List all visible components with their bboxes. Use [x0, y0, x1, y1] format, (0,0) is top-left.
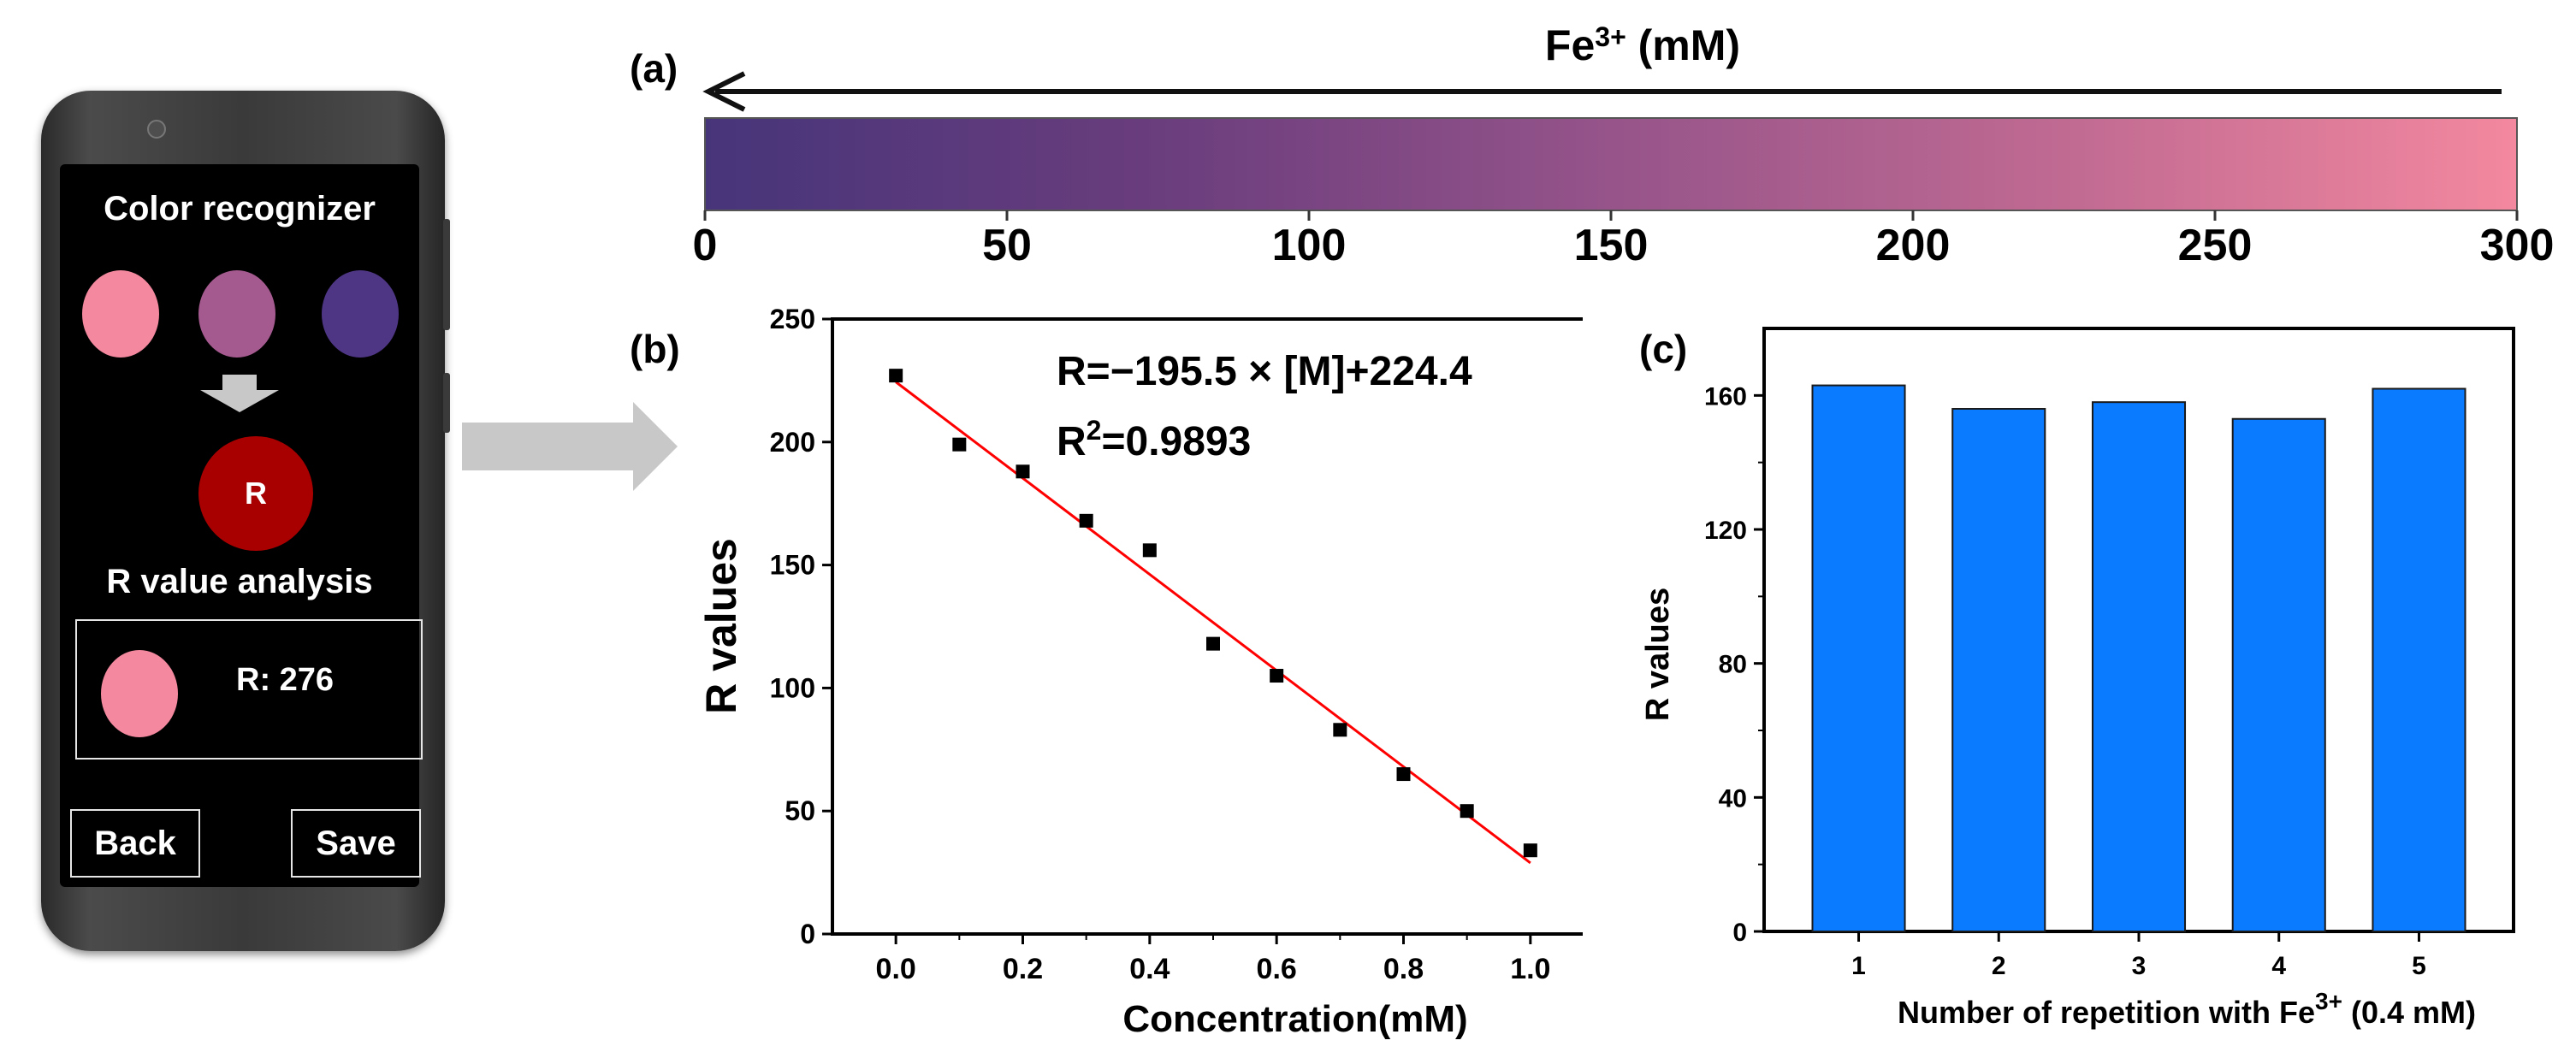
front-camera-icon	[147, 120, 166, 139]
y-axis-label-b: R values	[697, 538, 745, 714]
fit-line	[895, 381, 1531, 865]
data-point	[1333, 723, 1347, 737]
data-point	[1206, 636, 1220, 651]
flow-arrow-icon	[462, 402, 678, 491]
app-title: Color recognizer	[104, 190, 376, 228]
bar	[2091, 401, 2187, 932]
x-tick-label-c: 4	[2271, 952, 2286, 980]
x-tick-label-b: 0.2	[1003, 953, 1043, 985]
phone-screen: Color recognizer R R value analysis R: 2…	[60, 164, 423, 887]
bar	[1951, 408, 2046, 932]
colorbar-tick-label: 50	[982, 221, 1032, 270]
x-tick-label-b: 0.4	[1129, 953, 1170, 985]
r-squared: R2=0.9893	[1057, 415, 1251, 464]
data-point	[1396, 767, 1411, 782]
x-tick-label-b: 0.0	[876, 953, 916, 985]
data-point	[1270, 669, 1284, 683]
y-tick-label-b: 250	[770, 304, 815, 334]
x-tick-label-b: 0.6	[1257, 953, 1297, 985]
colorbar-title: Fe3+ (mM)	[1545, 21, 1740, 69]
x-axis-label-b: Concentration(mM)	[1122, 998, 1467, 1040]
sample-color-dot[interactable]	[198, 270, 275, 358]
y-tick-label-b: 150	[770, 550, 815, 581]
fit-equation: R=−195.5 × [M]+224.4	[1057, 349, 1472, 394]
save-button[interactable]: Save	[291, 809, 421, 878]
data-point	[889, 369, 903, 383]
colorbar-tick-label: 250	[2178, 221, 2253, 270]
sample-color-dot[interactable]	[82, 270, 159, 358]
result-color-circle: R	[198, 436, 313, 551]
down-arrow-icon	[200, 375, 279, 412]
colorbar-panel: (a) Fe3+ (mM) 0 50 100 150 200 250 300	[630, 21, 2555, 270]
y-tick-label-c: 80	[1719, 651, 1747, 679]
x-tick-label-c: 1	[1851, 952, 1866, 980]
phone-side-button	[443, 219, 450, 330]
bar-panel: (c) 1 2 3 4 5 0 40 80 120 160 Number of repetitio…	[1639, 327, 2515, 1030]
y-tick-label-c: 160	[1704, 382, 1747, 411]
bar	[1811, 384, 1906, 933]
data-point	[1523, 843, 1537, 858]
phone-side-button	[443, 373, 450, 433]
analysis-title: R value analysis	[106, 563, 373, 600]
colorbar-tick-label: 0	[693, 221, 718, 270]
colorbar	[704, 117, 2518, 211]
smartphone: Color recognizer R R value analysis R: 2…	[41, 91, 450, 951]
panel-label-b: (b)	[630, 327, 680, 371]
bar	[2231, 417, 2326, 932]
y-tick-label-b: 200	[770, 427, 815, 458]
x-tick-label-c: 3	[2132, 952, 2147, 980]
data-point	[1142, 543, 1157, 558]
bar	[2372, 387, 2466, 932]
y-tick-label-c: 40	[1719, 784, 1747, 813]
y-tick-label-b: 100	[770, 672, 815, 703]
plot-frame-b	[831, 317, 1583, 936]
colorbar-tick-label: 100	[1272, 221, 1347, 270]
y-tick-label-c: 0	[1732, 919, 1747, 947]
y-tick-label-c: 120	[1704, 517, 1747, 545]
result-label: R	[245, 476, 267, 511]
output-color-dot	[101, 650, 178, 737]
x-tick-label-b: 0.8	[1383, 953, 1424, 985]
y-tick-label-b: 50	[785, 795, 815, 826]
arrow-head-icon	[702, 71, 746, 112]
x-tick-label-c: 5	[2412, 952, 2426, 980]
back-button[interactable]: Back	[70, 809, 200, 878]
data-point	[1079, 513, 1093, 528]
x-tick-label-c: 2	[1992, 952, 2006, 980]
panel-label-c: (c)	[1639, 327, 1687, 371]
x-tick-label-b: 1.0	[1510, 953, 1550, 985]
data-point	[1460, 804, 1474, 819]
analysis-output-box: R: 276	[75, 619, 423, 760]
colorbar-tick-label: 300	[2480, 221, 2555, 270]
y-axis-label-c: R values	[1640, 588, 1676, 721]
scatter-panel: (b) 0 50 100 150 200 250 0.0 0.2 0.4 0.6 0.8 1.0 R=…	[630, 304, 1583, 1040]
sample-color-dot[interactable]	[322, 270, 399, 358]
x-axis-label-c: Number of repetition with Fe3+ (0.4 mM)	[1898, 988, 2476, 1030]
data-point	[1016, 464, 1030, 479]
data-point	[952, 437, 967, 452]
r-value-readout: R: 276	[236, 662, 335, 698]
panel-label-a: (a)	[630, 46, 678, 91]
y-tick-label-b: 0	[800, 919, 815, 949]
colorbar-tick-label: 200	[1876, 221, 1951, 270]
colorbar-tick-label: 150	[1574, 221, 1649, 270]
